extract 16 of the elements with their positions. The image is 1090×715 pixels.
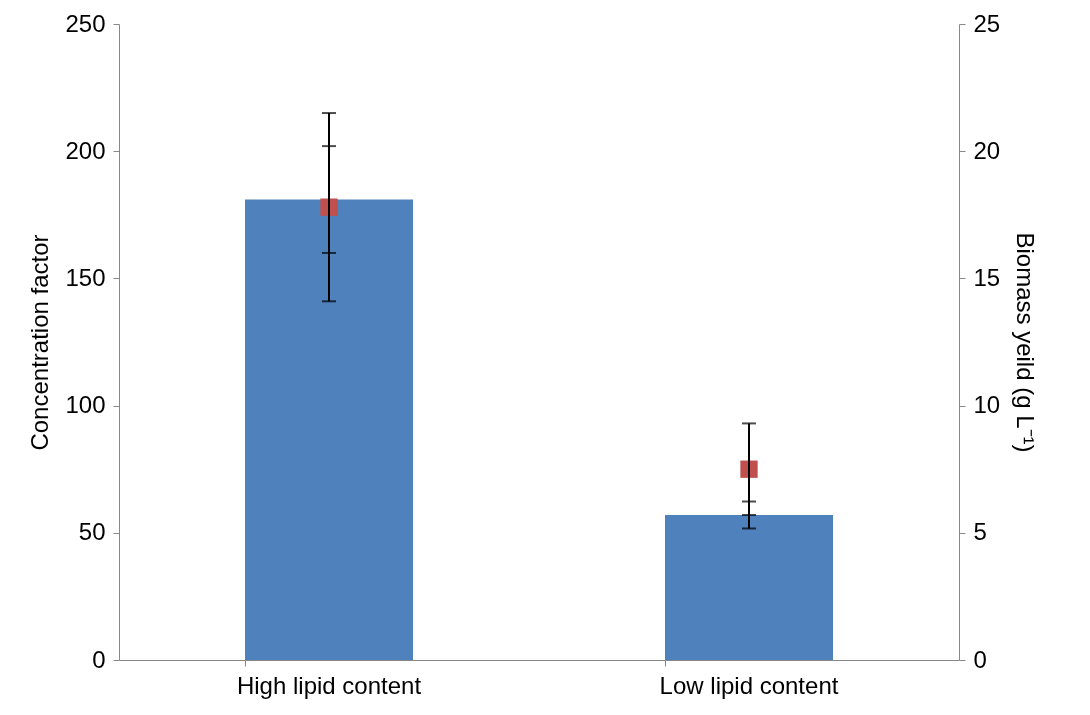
y-tick-label: 100 — [65, 391, 106, 419]
y2-tick-label: 20 — [973, 136, 1001, 164]
y2-tick-label: 25 — [973, 9, 1001, 37]
y-tick-label: 200 — [65, 136, 106, 164]
y-axis-title: Concentration factor — [26, 234, 54, 451]
y-tick-label: 50 — [78, 518, 106, 546]
y2-axis-title: Biomass yeild (g L⁻¹) — [1012, 232, 1040, 453]
y2-tick-label: 15 — [973, 263, 1001, 291]
y2-tick-label: 5 — [973, 518, 987, 546]
x-tick-label: High lipid content — [236, 671, 422, 699]
y-tick-label: 0 — [92, 645, 106, 673]
y2-tick-label: 0 — [973, 645, 987, 673]
y2-tick-label: 10 — [973, 391, 1001, 419]
y-tick-label: 250 — [65, 9, 106, 37]
y-tick-label: 150 — [65, 263, 106, 291]
x-tick-label: Low lipid content — [659, 671, 839, 699]
